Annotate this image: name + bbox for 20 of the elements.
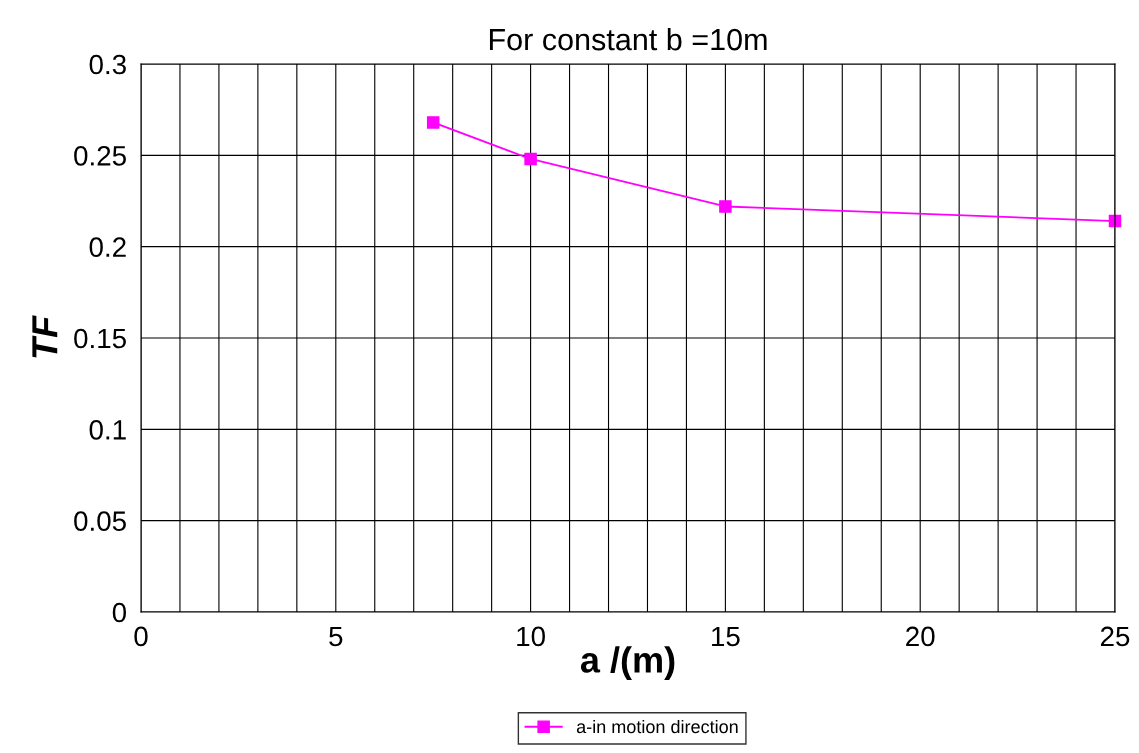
chart-title: For constant b =10m (489, 27, 767, 51)
y-tick-label: 0.25 (74, 146, 126, 166)
point (426, 116, 440, 129)
y-axis-title: TF (32, 315, 58, 358)
x-tick-label: 20 (906, 626, 935, 647)
x-tick-label: 15 (712, 626, 740, 647)
x-axis-title: a /(m) (580, 646, 675, 680)
y-tick-label: 0 (112, 602, 127, 623)
y-tick-label: 0.3 (89, 54, 126, 75)
x-tick-label: 0 (134, 626, 148, 647)
y-tick-label: 0.15 (74, 328, 126, 349)
y-tick-label: 0.05 (74, 511, 126, 532)
y-tick-label: 0.1 (89, 420, 126, 440)
y-tick-label: 0.2 (89, 237, 126, 258)
point (524, 152, 537, 166)
x-tick-label: 5 (329, 626, 343, 647)
x-tick-label: 10 (517, 626, 545, 647)
x-tick-label: 25 (1100, 626, 1130, 647)
point (719, 200, 732, 213)
legend-label: a-in motion direction (576, 719, 738, 734)
